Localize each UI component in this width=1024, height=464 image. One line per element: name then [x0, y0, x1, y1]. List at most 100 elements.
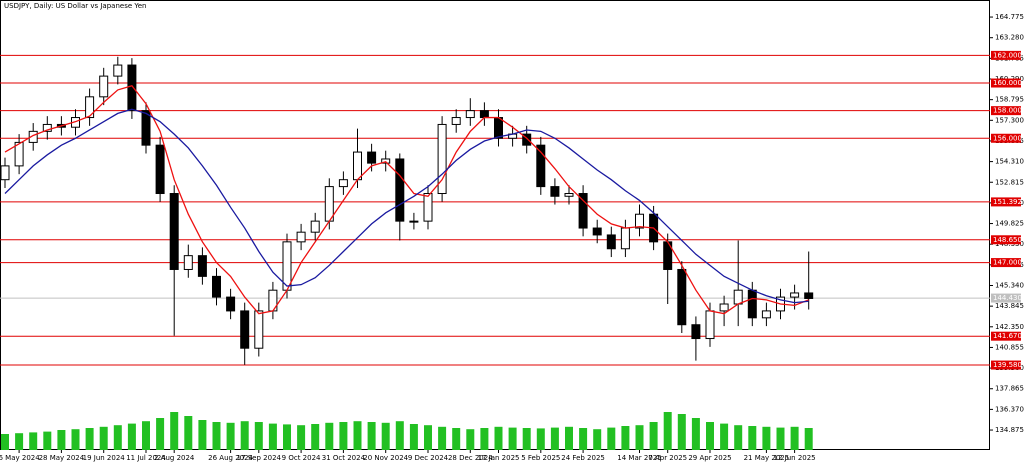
volume-bar — [57, 430, 66, 450]
level-label-box — [991, 360, 1021, 370]
candle-body — [254, 310, 264, 349]
level-label: 147.000 — [993, 259, 1022, 267]
volume-bar — [29, 432, 38, 450]
volume-bar — [480, 428, 489, 450]
x-tick-label: 2 Aug 2024 — [154, 454, 195, 462]
level-label-box — [991, 235, 1021, 245]
volume-bar — [297, 425, 306, 450]
candle-body — [592, 227, 602, 236]
volume-bar — [325, 422, 334, 450]
volume-bar — [311, 424, 320, 450]
x-tick-label: 9 Dec 2024 — [408, 454, 449, 462]
current-price-box — [991, 293, 1021, 303]
candle-body — [451, 117, 461, 125]
volume-bar — [494, 426, 503, 450]
candle-body — [423, 193, 433, 222]
candle-body — [494, 117, 503, 139]
x-tick-label: 17 Sep 2024 — [237, 454, 282, 462]
x-tick-label: 20 Nov 2024 — [363, 454, 408, 462]
y-tick-label: 152.815 — [995, 178, 1024, 186]
level-label-box — [991, 258, 1021, 268]
volume-bar — [706, 422, 714, 450]
candle-body — [437, 123, 447, 195]
chart-title: USDJPY, Daily: US Dollar vs Japanese Yen — [4, 2, 146, 10]
y-tick-label: 140.855 — [995, 343, 1024, 351]
candle-body — [635, 213, 644, 229]
candle-body — [28, 130, 38, 143]
y-tick-label: 143.845 — [995, 302, 1024, 310]
volume-bar — [184, 416, 193, 450]
volume-bar — [268, 423, 277, 450]
volume-bar — [466, 429, 475, 450]
candle-body — [465, 110, 475, 119]
volume-bar — [790, 426, 799, 450]
volume-bar — [720, 423, 729, 450]
candle-body — [0, 165, 10, 181]
x-tick-label: 9 Oct 2024 — [282, 454, 321, 462]
volume-bar — [607, 427, 616, 450]
volume-bar — [663, 412, 672, 450]
candle-body — [381, 158, 391, 164]
level-label-box — [991, 133, 1021, 143]
volume-bar — [283, 424, 291, 450]
volume-bar — [522, 428, 531, 450]
level-label: 156.000 — [993, 134, 1022, 142]
volume-bar — [579, 428, 588, 450]
volume-bar — [550, 427, 559, 450]
volume-bar — [339, 422, 348, 450]
current-price-label: 144.430 — [993, 294, 1022, 302]
candle-body — [479, 110, 489, 119]
volume-bar — [762, 426, 771, 450]
candle-body — [409, 220, 419, 223]
candle-body — [733, 289, 743, 305]
candle-body — [522, 133, 532, 146]
moving-average-line — [4, 108, 809, 304]
candle-body — [338, 179, 348, 188]
candle-body — [578, 193, 588, 229]
y-tick-label: 158.795 — [995, 96, 1024, 104]
candle-body — [127, 64, 137, 112]
candle-body — [310, 220, 320, 233]
candle-body — [14, 141, 24, 167]
volume-bar — [353, 421, 362, 450]
plot-frame — [0, 0, 990, 450]
volume-bar — [635, 425, 644, 450]
candle-body — [141, 110, 151, 146]
y-tick-label: 157.300 — [995, 116, 1024, 124]
x-tick-label: 12 Jun 2025 — [774, 454, 816, 462]
y-tick-label: 137.865 — [995, 385, 1024, 393]
x-tick-label: 6 May 2024 — [0, 454, 40, 462]
volume-bar — [395, 421, 404, 450]
candle-body — [564, 193, 574, 197]
level-label: 151.392 — [993, 198, 1022, 206]
candle-body — [747, 289, 757, 319]
volume-bar — [438, 426, 447, 450]
x-tick-label: 5 Feb 2025 — [521, 454, 560, 462]
volume-bar — [691, 418, 700, 450]
candle-body — [212, 275, 221, 298]
volume-bar — [677, 414, 686, 450]
volume-bar — [240, 421, 249, 450]
candle-body — [42, 123, 52, 132]
candle-body — [183, 255, 193, 270]
volume-bar — [367, 422, 376, 450]
x-tick-label: 17 Jan 2025 — [478, 454, 520, 462]
y-tick-label: 163.280 — [995, 34, 1024, 42]
volume-bar — [156, 418, 165, 450]
volume-bar — [71, 429, 80, 450]
level-label: 139.580 — [993, 361, 1022, 369]
volume-bar — [593, 429, 602, 450]
level-label-box — [991, 331, 1021, 341]
level-label-box — [991, 50, 1021, 60]
candle-body — [550, 186, 560, 197]
x-tick-label: 7 Apr 2025 — [648, 454, 687, 462]
volume-bar — [776, 427, 785, 450]
x-tick-label: 14 Mar 2025 — [617, 454, 661, 462]
volume-bar — [565, 426, 573, 450]
candle-body — [155, 144, 165, 195]
x-tick-label: 28 Dec 2024 — [448, 454, 493, 462]
x-tick-label: 29 Apr 2025 — [688, 454, 731, 462]
candle-body — [677, 268, 687, 326]
candle-body — [536, 144, 546, 188]
